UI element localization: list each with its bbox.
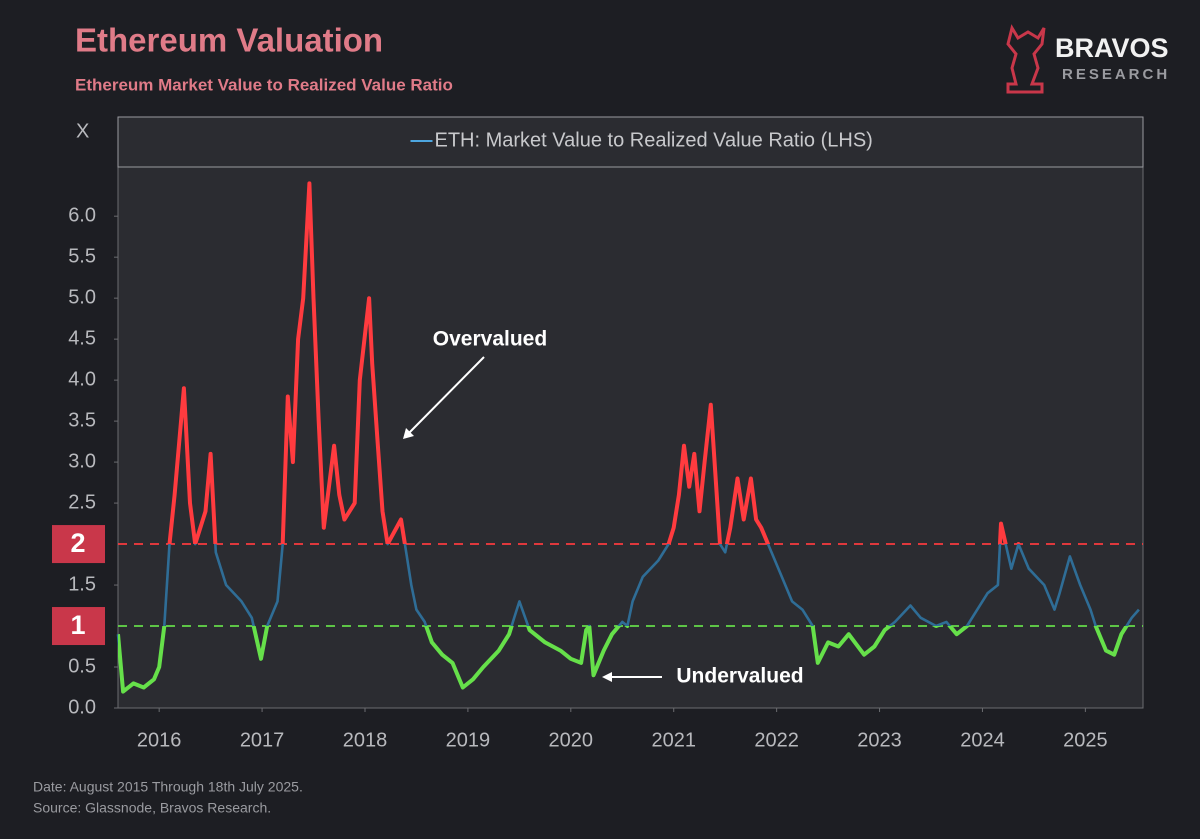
x-tick-label: 2019 [446,729,491,751]
y-tick-label: 3.5 [68,409,96,431]
y-tick-label: 6.0 [68,204,96,226]
y-tick-label: 5.5 [68,245,96,267]
legend-label: ETH: Market Value to Realized Value Rati… [435,129,873,151]
series-line-lower [118,626,1129,694]
y-tick-label: 2.5 [68,491,96,513]
x-tick-label: 2023 [857,729,902,751]
reference-label: 1 [70,610,85,640]
x-tick-label: 2021 [651,729,696,751]
note: Source: Glassnode, Bravos Research. [33,800,271,816]
arrow-head [403,428,414,439]
logo-icon [1006,24,1046,94]
legend-box [117,116,1144,168]
annotation-arrow [407,356,485,435]
y-tick-label: 0.0 [68,696,96,718]
plot-frame [117,116,1144,709]
y-axis-label: X [76,120,89,142]
y-tick-label: 4.5 [68,327,96,349]
y-tick-label: 0.5 [68,655,96,677]
logo-sub: RESEARCH [1062,66,1170,83]
y-tick-label: 1.5 [68,573,96,595]
annotation: Undervalued [676,665,803,688]
reference-badge [52,607,105,646]
x-tick-label: 2022 [754,729,799,751]
x-tick-label: 2017 [240,729,285,751]
annotation: Overvalued [433,328,547,351]
reference-label: 2 [70,528,85,558]
reference-badge [52,525,105,564]
arrow-head [602,672,612,682]
y-tick-label: 4.0 [68,368,96,390]
chart-subtitle: Ethereum Market Value to Realized Value … [75,75,453,94]
y-tick-label: 3.0 [68,450,96,472]
logo-name: BRAVOS [1055,33,1169,63]
logo: BRAVOS RESEARCH [1006,24,1170,94]
x-tick-label: 2024 [960,729,1005,751]
x-tick-label: 2016 [137,729,182,751]
y-tick-label: 5.0 [68,286,96,308]
x-tick-label: 2025 [1063,729,1108,751]
x-tick-label: 2018 [343,729,388,751]
x-tick-label: 2020 [549,729,594,751]
chart-title: Ethereum Valuation [75,22,383,59]
note: Date: August 2015 Through 18th July 2025… [33,779,303,795]
